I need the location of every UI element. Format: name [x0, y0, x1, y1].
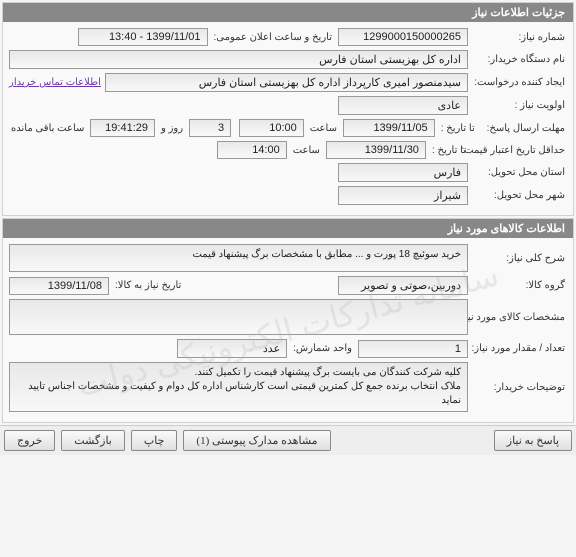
need-by-label: تاریخ نیاز به کالا:	[113, 280, 183, 291]
remaining-label: ساعت باقی مانده	[9, 123, 86, 134]
qty-label: تعداد / مقدار مورد نیاز:	[472, 343, 567, 354]
respond-button[interactable]: پاسخ به نیاز	[494, 430, 572, 451]
notes-label: توضیحات خریدار:	[472, 382, 567, 393]
goods-info-panel: اطلاعات کالاهای مورد نیاز سامانه تدارکات…	[2, 218, 574, 423]
panel1-body: شماره نیاز: 1299000150000265 تاریخ و ساع…	[3, 22, 573, 215]
until-label-2: تا تاریخ :	[430, 145, 468, 156]
notes-field: کلیه شرکت کنندگان می بایست برگ پیشنهاد ق…	[9, 362, 468, 412]
time-label-2: ساعت	[291, 145, 322, 156]
public-dt-field: 1399/11/01 - 13:40	[78, 28, 208, 46]
group-label: گروه کالا:	[472, 280, 567, 291]
button-bar: پاسخ به نیاز مشاهده مدارک پیوستی (1) چاپ…	[0, 425, 576, 455]
panel2-header: اطلاعات کالاهای مورد نیاز	[3, 219, 573, 238]
desc-label: شرح کلی نیاز:	[472, 253, 567, 264]
min-valid-label: حداقل تاریخ اعتبار قیمت:	[472, 145, 567, 156]
print-button[interactable]: چاپ	[131, 430, 178, 451]
panel1-header: جزئیات اطلاعات نیاز	[3, 3, 573, 22]
delivery-prov-label: استان محل تحویل:	[472, 167, 567, 178]
min-valid-time-field: 14:00	[217, 141, 287, 159]
deadline-label: مهلت ارسال پاسخ:	[481, 123, 567, 134]
public-dt-label: تاریخ و ساعت اعلان عمومی:	[212, 32, 335, 43]
min-valid-date-field: 1399/11/30	[326, 141, 426, 159]
deadline-date-field: 1399/11/05	[343, 119, 435, 137]
buyer-org-field: اداره کل بهزیستی استان فارس	[9, 50, 468, 69]
creator-field: سیدمنصور امیری کارپرداز اداره کل بهزیستی…	[105, 73, 468, 92]
priority-label: اولویت نیاز :	[472, 100, 567, 111]
back-button[interactable]: بازگشت	[61, 430, 125, 451]
need-details-panel: جزئیات اطلاعات نیاز شماره نیاز: 12990001…	[2, 2, 574, 216]
buyer-org-label: نام دستگاه خریدار:	[472, 54, 567, 65]
panel2-body: سامانه تدارکات الکترونیکی دولت شرح کلی ن…	[3, 238, 573, 422]
unit-label: واحد شمارش:	[291, 343, 354, 354]
days-label: روز و	[159, 123, 185, 134]
desc-field: خرید سوئیچ 18 پورت و ... مطابق با مشخصات…	[9, 244, 468, 272]
delivery-prov-field: فارس	[338, 163, 468, 182]
spec-label: مشخصات کالای مورد نیاز:	[472, 312, 567, 323]
delivery-city-label: شهر محل تحویل:	[472, 190, 567, 201]
req-no-field: 1299000150000265	[338, 28, 468, 46]
contact-link[interactable]: اطلاعات تماس خریدار	[9, 77, 101, 88]
attachments-button[interactable]: مشاهده مدارک پیوستی (1)	[183, 430, 330, 451]
unit-field: عدد	[177, 339, 287, 358]
time-label-1: ساعت	[308, 123, 339, 134]
days-field: 3	[189, 119, 231, 137]
until-label: تا تاریخ :	[439, 123, 477, 134]
group-field: دوربین،صوتی و تصویر	[338, 276, 468, 295]
need-by-field: 1399/11/08	[9, 277, 109, 295]
qty-field: 1	[358, 340, 468, 358]
exit-button[interactable]: خروج	[4, 430, 55, 451]
spec-field	[9, 299, 468, 335]
creator-label: ایجاد کننده درخواست:	[472, 77, 567, 88]
remaining-time-field: 19:41:29	[90, 119, 155, 137]
deadline-time-field: 10:00	[239, 119, 304, 137]
req-no-label: شماره نیاز:	[472, 32, 567, 43]
priority-field: عادی	[338, 96, 468, 115]
delivery-city-field: شیراز	[338, 186, 468, 205]
